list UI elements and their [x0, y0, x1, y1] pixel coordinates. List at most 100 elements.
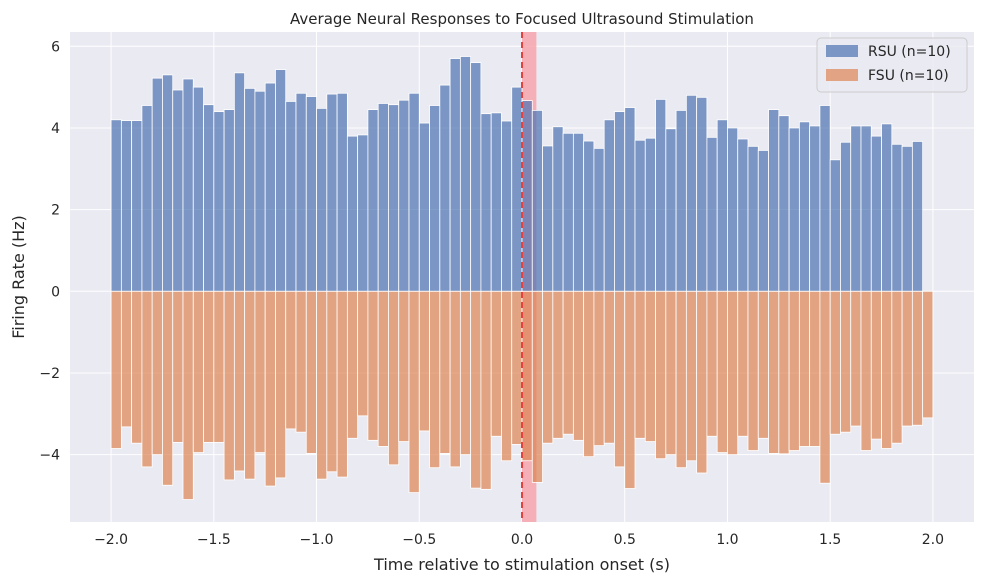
- rsu-bar: [583, 140, 595, 292]
- fsu-bar: [922, 290, 934, 419]
- fsu-bar: [429, 290, 441, 469]
- rsu-bar: [614, 111, 626, 292]
- rsu-bar: [603, 119, 615, 292]
- rsu-bar: [911, 141, 924, 292]
- rsu-bar: [172, 89, 184, 292]
- rsu-bar: [850, 125, 862, 292]
- rsu-bar: [685, 94, 698, 292]
- rsu-bar: [285, 101, 297, 292]
- rsu-bar: [727, 127, 739, 292]
- rsu-bar: [665, 128, 677, 292]
- fsu-bar: [305, 290, 317, 454]
- fsu-bar: [819, 290, 831, 484]
- rsu-bar: [131, 120, 143, 292]
- rsu-bar: [295, 92, 307, 292]
- fsu-bar: [881, 290, 893, 449]
- fsu-bar: [213, 290, 225, 443]
- rsu-bar: [675, 110, 687, 292]
- fsu-bar: [223, 290, 235, 481]
- fsu-bar: [501, 290, 513, 462]
- legend-swatch-rsu: [826, 45, 858, 57]
- x-axis: −2.0 −1.5 −1.0 −0.5 0.0 0.5 1.0 1.5 2.0: [94, 532, 944, 548]
- rsu-bar: [408, 92, 420, 292]
- rsu-bar: [120, 120, 133, 292]
- fsu-bar: [552, 290, 564, 439]
- fsu-bar: [151, 290, 163, 456]
- fsu-bar: [850, 290, 862, 427]
- fsu-bar: [418, 290, 430, 432]
- rsu-bar: [788, 127, 800, 292]
- rsu-bar: [326, 93, 338, 292]
- rsu-bar: [470, 62, 482, 292]
- fsu-bar: [696, 290, 708, 474]
- rsu-bar: [110, 119, 122, 292]
- chart-title: Average Neural Responses to Focused Ultr…: [290, 10, 754, 28]
- fsu-bar: [644, 290, 656, 442]
- fsu-bar: [542, 290, 554, 444]
- fsu-bar: [716, 290, 728, 453]
- fsu-bar: [275, 290, 287, 479]
- rsu-bar: [357, 134, 369, 292]
- rsu-bar: [316, 107, 328, 292]
- rsu-bar: [233, 72, 246, 292]
- rsu-bar: [593, 147, 605, 292]
- x-tick-label: 0.0: [511, 532, 533, 548]
- fsu-bar: [233, 290, 246, 472]
- fsu-bar: [634, 290, 646, 439]
- fsu-bar: [562, 290, 574, 435]
- rsu-bar: [429, 105, 441, 292]
- rsu-bar: [459, 56, 472, 292]
- rsu-bar: [881, 123, 893, 292]
- rsu-bar: [757, 150, 769, 292]
- rsu-bar: [254, 90, 266, 292]
- fsu-bar: [264, 290, 276, 487]
- fsu-bar: [254, 290, 266, 453]
- legend: RSU (n=10) FSU (n=10): [816, 37, 968, 93]
- rsu-bar: [829, 159, 841, 292]
- fsu-bar: [572, 290, 585, 441]
- rsu-bar: [634, 139, 646, 292]
- y-axis: −4 −2 0 2 4 6: [39, 39, 60, 463]
- fsu-bar: [655, 290, 667, 460]
- rsu-bar: [439, 84, 451, 292]
- legend-label-rsu: RSU (n=10): [868, 44, 951, 60]
- fsu-bar: [860, 290, 872, 451]
- series-fsu: [110, 290, 934, 500]
- rsu-bar: [798, 121, 811, 292]
- x-tick-label: 1.0: [716, 532, 738, 548]
- fsu-bar: [840, 290, 852, 433]
- fsu-bar: [182, 290, 194, 500]
- rsu-bar: [192, 86, 204, 292]
- rsu-bar: [840, 141, 852, 292]
- rsu-bar: [151, 77, 163, 292]
- fsu-bar: [141, 290, 153, 468]
- legend-swatch-fsu: [826, 69, 858, 81]
- fsu-bar: [408, 290, 420, 493]
- fsu-bar: [326, 290, 338, 473]
- fsu-bar: [891, 290, 903, 444]
- fsu-bar: [829, 290, 841, 435]
- fsu-bar: [870, 290, 882, 440]
- rsu-bar: [264, 82, 276, 292]
- rsu-bar: [696, 96, 708, 292]
- fsu-bar: [131, 290, 143, 444]
- rsu-bar: [449, 58, 461, 292]
- fsu-bar: [624, 290, 636, 489]
- fsu-bar: [439, 290, 451, 454]
- rsu-bar: [511, 86, 523, 292]
- rsu-bar: [552, 126, 564, 292]
- x-tick-label: 0.5: [614, 532, 636, 548]
- rsu-bar: [768, 109, 780, 292]
- fsu-bar: [398, 290, 410, 442]
- x-tick-label: −0.5: [402, 532, 436, 548]
- fsu-bar: [593, 290, 605, 447]
- rsu-bar: [213, 111, 225, 292]
- fsu-bar: [603, 290, 615, 444]
- fsu-bar: [388, 290, 400, 466]
- rsu-bar: [706, 136, 718, 292]
- fsu-bar: [747, 290, 759, 451]
- fsu-bar: [798, 290, 811, 447]
- y-tick-label: 0: [51, 284, 60, 300]
- fsu-bar: [788, 290, 800, 451]
- fsu-bar: [490, 290, 502, 437]
